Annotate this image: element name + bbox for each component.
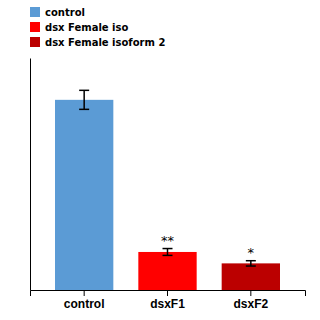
bar xyxy=(138,252,196,290)
legend-swatch xyxy=(30,7,40,17)
error-bar xyxy=(246,261,256,266)
legend-label: dsx Female iso xyxy=(45,22,128,33)
legend-label: dsx Female isoform 2 xyxy=(45,37,165,48)
bar xyxy=(222,263,280,290)
legend-label: control xyxy=(45,7,85,18)
x-tick-label: control xyxy=(64,297,105,311)
error-bar-cap xyxy=(79,90,89,92)
plot: ***controldsxF1dsxF2 xyxy=(31,59,306,311)
annotation: ** xyxy=(161,233,175,248)
legend-item: control xyxy=(30,7,85,18)
legend-swatch xyxy=(30,22,40,32)
y-axis xyxy=(30,59,31,291)
x-tick-mark xyxy=(84,290,85,296)
x-tick-label: dsxF1 xyxy=(150,297,185,311)
error-bar-stem xyxy=(250,261,252,266)
error-bar-cap xyxy=(246,260,256,262)
error-bar-stem xyxy=(167,249,169,256)
legend-item: dsx Female iso xyxy=(30,22,128,33)
error-bar xyxy=(79,90,89,109)
error-bar-stem xyxy=(83,90,85,109)
error-bar-cap xyxy=(246,265,256,267)
legend: control dsx Female iso dsx Female isoform … xyxy=(30,7,165,48)
bar xyxy=(55,100,113,290)
legend-item: dsx Female isoform 2 xyxy=(30,37,165,48)
error-bar-cap xyxy=(163,248,173,250)
bars xyxy=(55,90,280,290)
chart: ***controldsxF1dsxF2controldsx Female is… xyxy=(0,0,320,320)
x-tick-label: dsxF2 xyxy=(233,297,268,311)
x-tick-mark xyxy=(250,290,251,296)
error-bar-cap xyxy=(163,255,173,257)
x-tick: dsxF1 xyxy=(150,290,185,311)
x-tick: control xyxy=(64,290,105,311)
legend-swatch xyxy=(30,37,40,47)
annotation: * xyxy=(248,245,255,260)
annotations: *** xyxy=(161,233,255,260)
error-bar-cap xyxy=(79,109,89,111)
x-axis-line xyxy=(31,291,306,297)
error-bar xyxy=(163,249,173,256)
y-axis-line xyxy=(30,59,31,291)
x-tick-mark xyxy=(167,290,168,296)
x-axis: control dsxF1 dsxF2 xyxy=(31,290,306,311)
x-tick: dsxF2 xyxy=(233,290,268,311)
